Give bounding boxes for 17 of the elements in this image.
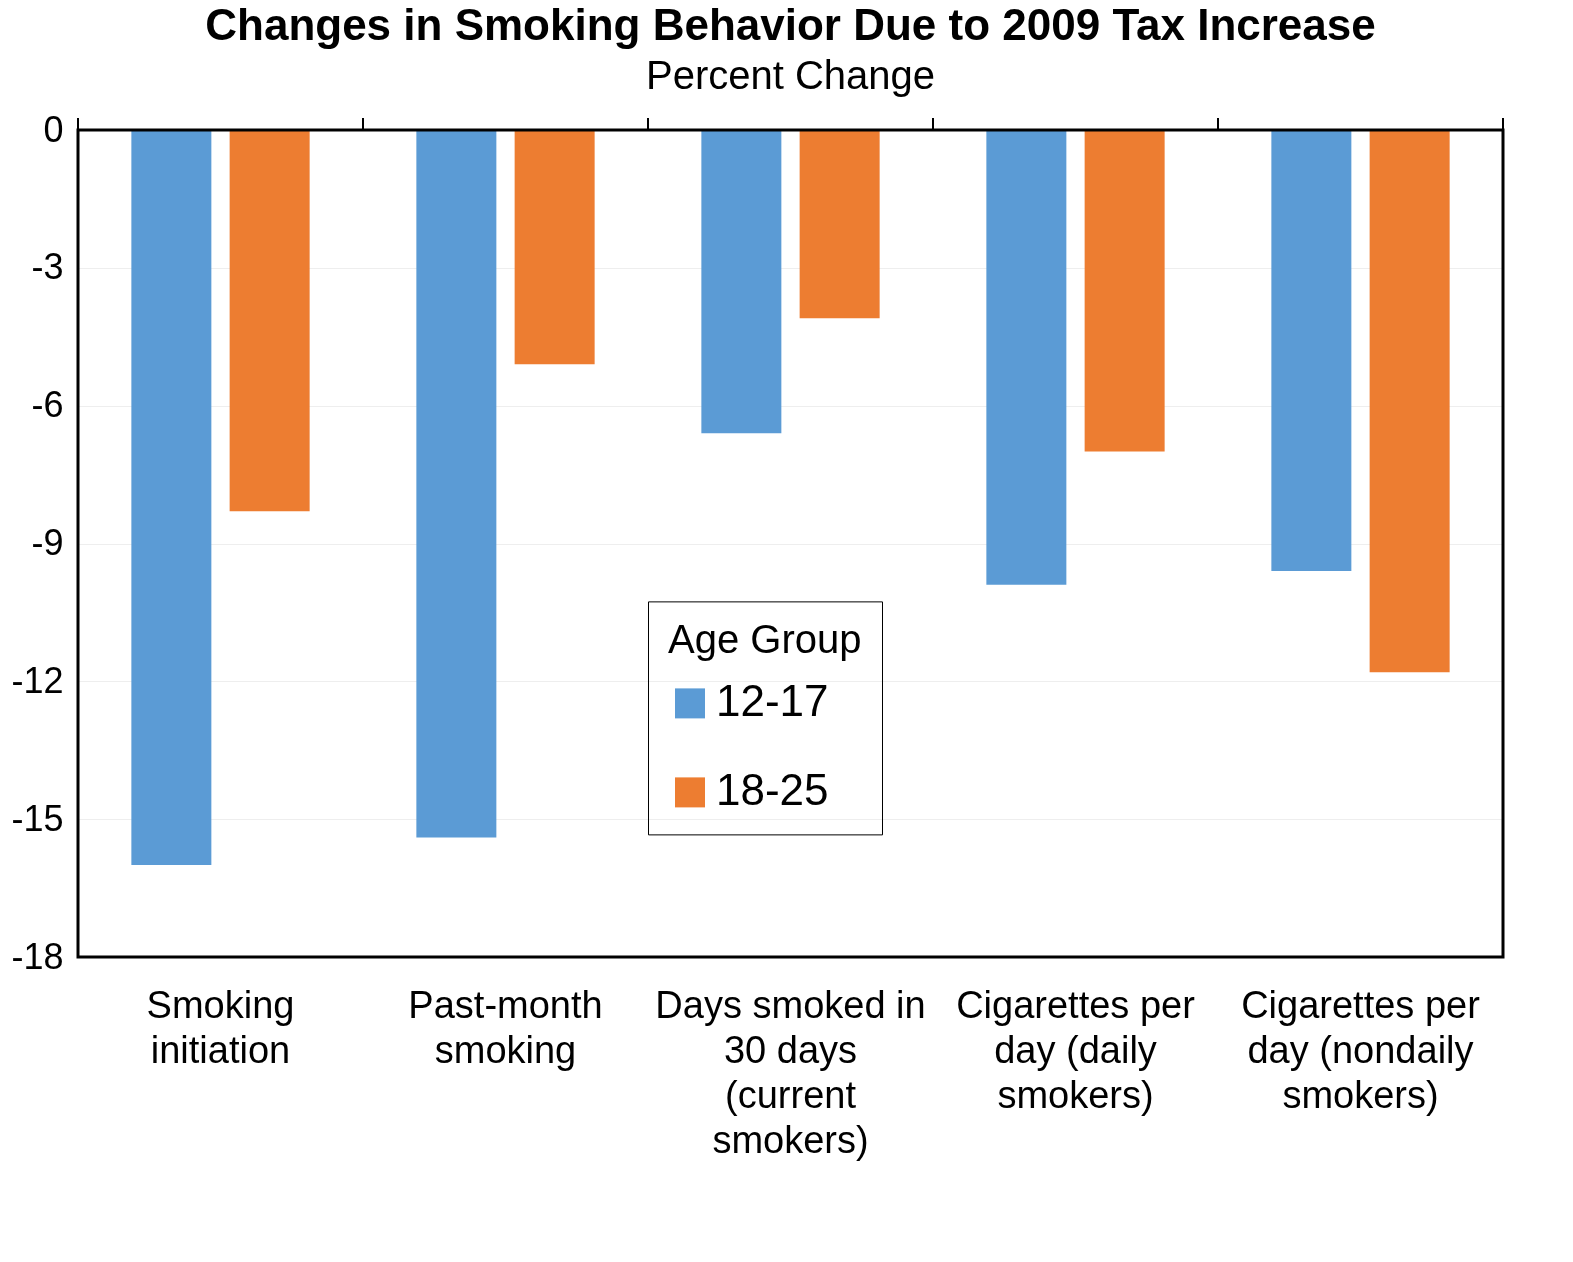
legend-title: Age Group [668,617,862,662]
x-tick-label: Cigarettes per day (nondaily smokers) [1241,983,1481,1116]
legend-label: 18-25 [716,765,829,815]
chart-title: Changes in Smoking Behavior Due to 2009 Tax Increase [205,0,1376,49]
y-tick-label: -3 [31,246,64,288]
y-tick-label: 0 [43,108,64,150]
y-axis-title: Percent Change [645,53,936,97]
y-tick-label: -6 [31,384,64,426]
x-tick-label: Past-month smoking [408,983,603,1071]
x-tick-label: Smoking initiation [146,983,295,1071]
y-tick-label: -15 [11,797,64,839]
y-tick-label: -12 [11,659,64,701]
y-tick-label: -9 [31,522,64,563]
x-tick-label: Days smoked in 30 days (current smokers) [655,983,926,1161]
legend-label: 12-17 [716,676,829,726]
y-tick-label: -18 [11,935,64,977]
x-tick-label: Cigarettes per day (daily smokers) [956,983,1196,1116]
